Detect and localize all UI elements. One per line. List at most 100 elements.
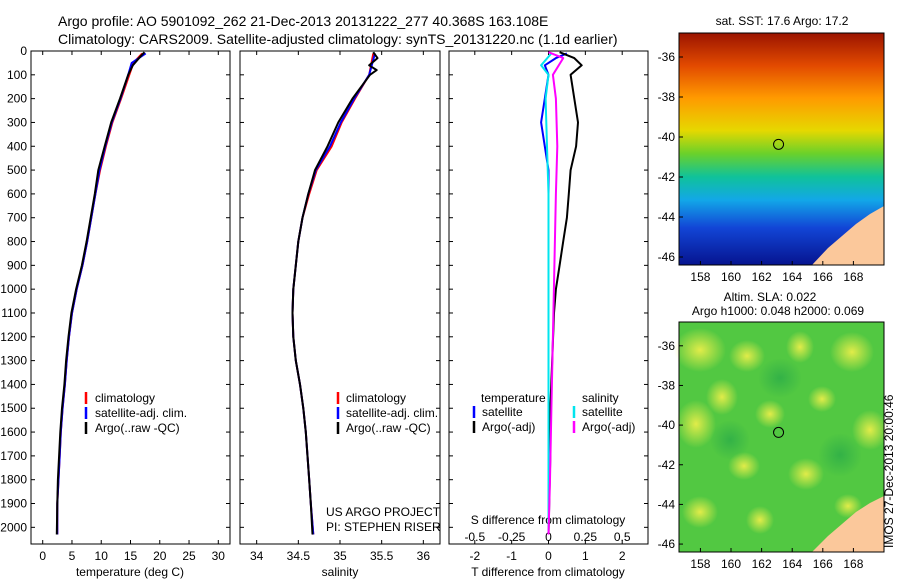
depth-tick-label: 900 [7,258,27,272]
lat-tick-label: -42 [658,170,676,184]
difference-series [540,51,583,535]
pi-credit: PI: STEPHEN RISER [326,520,441,534]
lat-tick-label: -46 [658,537,676,551]
temperature-legend: climatology satellite-adj. clim. Argo(..… [84,391,187,435]
series-satellite-adj-clim- [56,52,147,535]
lat-tick-label: -40 [658,418,676,432]
depth-tick-label: 600 [7,187,27,201]
lat-tick-label: -44 [658,497,676,511]
x-tick-label: 34.5 [287,549,311,563]
x-tick-label: 34 [250,549,264,563]
depth-tick-label: 100 [7,68,27,82]
depth-tick-label: 200 [7,92,27,106]
sst-map-title: sat. SST: 17.6 Argo: 17.2 [716,14,849,28]
sla-map-ticks: -36 -38 -40 -42 -44 -46 158 160 162 164 166 168 [658,339,864,571]
temperature-xlabel: temperature (deg C) [76,565,184,579]
depth-tick-label: 1800 [0,473,27,487]
depth-tick-label: 1000 [0,282,27,296]
series-argo-raw-qc- [291,51,379,535]
depth-tick-label: 700 [7,211,27,225]
s-tick-label: -0.5 [464,530,485,544]
series-salinity-satellite [540,52,553,535]
title-line-2: Climatology: CARS2009. Satellite-adjuste… [58,31,618,47]
salinity-panel: salinity 34 34.5 35 35.5 36 climatology sate… [239,50,441,579]
x-tick-label: 0 [545,549,552,563]
lat-tick-label: -40 [658,130,676,144]
sla-map: -36 -38 -40 -42 -44 -46 158 160 162 164 166 168 [658,321,888,571]
depth-tick-label: 1600 [0,425,27,439]
lon-tick-label: 168 [843,270,863,284]
lon-tick-label: 166 [813,557,833,571]
series-climatology [56,52,143,535]
sla-map-frame [678,321,885,553]
series-argo-raw-qc- [55,51,146,535]
lat-tick-label: -38 [658,90,676,104]
salinity-legend: climatology satellite-adj. clim. Argo(..… [336,391,438,435]
depth-tick-label: 400 [7,139,27,153]
x-tick-label: 10 [95,549,109,563]
sla-land-nz [812,496,884,552]
x-tick-label: 15 [124,549,138,563]
legend-s-argo: Argo(-adj) [582,420,635,434]
lon-tick-label: 166 [813,270,833,284]
lon-tick-label: 160 [721,557,741,571]
title-line-1: Argo profile: AO 5901092_262 21-Dec-2013… [58,13,548,29]
lon-tick-label: 162 [752,270,772,284]
t-difference-label: T difference from climatology [471,565,625,579]
legend-s-header: salinity [582,391,619,405]
temperature-series [55,51,147,535]
depth-tick-label: 1200 [0,330,27,344]
s-tick-label: 0.25 [574,530,598,544]
sla-map-title-2: Argo h1000: 0.048 h2000: 0.069 [692,304,864,318]
depth-tick-label: 1500 [0,401,27,415]
x-tick-label: -1 [506,549,517,563]
sst-map-frame [678,32,885,266]
depth-tick-label: 1100 [1,306,27,320]
depth-tick-label: 1300 [0,354,27,368]
s-tick-label: 0 [545,530,552,544]
difference-panel: S difference from climatology T differen… [448,50,649,579]
x-tick-label: 35 [333,549,347,563]
series-satellite-adj-clim- [291,53,376,535]
x-tick-label: 2 [619,549,626,563]
salinity-series [291,51,379,535]
s-tick-label: 0.5 [614,530,631,544]
lon-tick-label: 162 [752,557,772,571]
legend-satellite: satellite-adj. clim. [95,406,187,420]
lon-tick-label: 168 [843,557,863,571]
lon-tick-label: 164 [782,270,802,284]
lon-tick-label: 158 [690,557,710,571]
sst-profile-marker [773,138,785,150]
lon-tick-label: 164 [782,557,802,571]
legend-climatology: climatology [346,391,406,405]
difference-ticks: -2 -1 0 1 2 -0.5 -0.25 0 0.25 0.5 [449,50,648,563]
lat-tick-label: -36 [658,339,676,353]
lat-tick-label: -36 [658,50,676,64]
timestamp: IMOS 27-Dec-2013 20:00:46 [882,394,896,548]
temperature-panel: temperature (deg C) 01002003004005006007… [0,44,231,579]
depth-tick-label: 300 [7,115,27,129]
x-tick-label: 0 [39,549,46,563]
depth-tick-label: 0 [20,44,27,58]
x-tick-label: 1 [582,549,589,563]
sla-anomaly-pattern [674,328,888,534]
lat-tick-label: -46 [658,250,676,264]
depth-tick-label: 1700 [0,449,27,463]
legend-s-satellite: satellite [582,405,623,419]
legend-argo: Argo(..raw -QC) [346,421,431,435]
depth-tick-label: 800 [7,235,27,249]
legend-t-header: temperature [481,391,546,405]
depth-tick-label: 1900 [0,497,27,511]
salinity-xlabel: salinity [322,565,359,579]
sst-land-nz [812,206,884,265]
x-tick-label: 35.5 [370,549,394,563]
legend-argo: Argo(..raw -QC) [95,421,180,435]
legend-climatology: climatology [95,391,155,405]
legend-t-satellite: satellite [482,405,523,419]
sla-map-title-1: Altim. SLA: 0.022 [724,290,817,304]
lon-tick-label: 158 [690,270,710,284]
x-tick-label: -2 [469,549,480,563]
series-salinity-argo-adj- [547,51,565,535]
sst-map: -36 -38 -40 -42 -44 -46 158 160 162 164 166 168 [658,32,885,284]
